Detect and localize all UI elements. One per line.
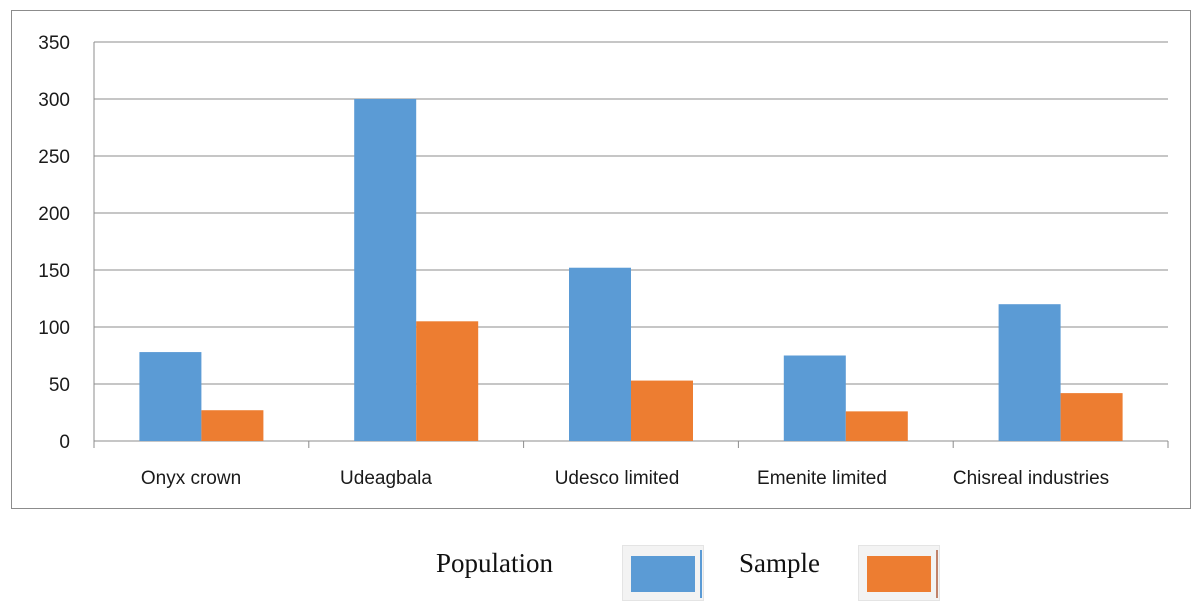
x-category-label: Udeagbala [340, 468, 432, 489]
bar-sample-udesco-limited [631, 380, 693, 441]
bar-population-udesco-limited [569, 267, 631, 441]
bar-chart: 0 50 100 150 200 250 300 350 Onyx crown Udeagbala… [38, 33, 1169, 489]
bar-sample-udeagbala [416, 321, 479, 441]
bar-sample-onyx-crown [201, 410, 264, 441]
x-category-label: Emenite limited [757, 468, 887, 489]
legend: Population Sample [0, 540, 1204, 601]
legend-item-population: Population [436, 548, 553, 579]
y-tick-label: 350 [38, 33, 70, 54]
y-tick-label: 250 [38, 147, 70, 168]
legend-swatch-sample-edge [936, 550, 938, 598]
x-category-label: Chisreal industries [953, 468, 1109, 489]
legend-label-sample: Sample [739, 548, 820, 578]
bar-population-chisreal-industries [998, 304, 1061, 441]
y-tick-label: 300 [38, 90, 70, 111]
bar-population-emenite-limited [783, 355, 846, 441]
legend-label-population: Population [436, 548, 554, 578]
legend-swatch-sample-frame [858, 545, 940, 601]
x-category-label: Udesco limited [555, 468, 680, 489]
bar-sample-emenite-limited [845, 411, 908, 441]
x-category-label: Onyx crown [141, 468, 241, 489]
y-tick-label: 0 [59, 432, 70, 453]
y-tick-label: 150 [38, 261, 70, 282]
legend-swatch-population [631, 556, 695, 592]
bar-population-udeagbala [354, 99, 417, 441]
legend-item-sample: Sample [739, 548, 820, 579]
legend-swatch-population-frame [622, 545, 704, 601]
legend-swatch-population-edge [700, 550, 702, 598]
bar-sample-chisreal-industries [1060, 393, 1123, 441]
bar-population-onyx-crown [139, 352, 202, 441]
y-tick-label: 100 [38, 318, 70, 339]
y-tick-label: 50 [49, 375, 70, 396]
legend-swatch-sample [867, 556, 931, 592]
y-tick-label: 200 [38, 204, 70, 225]
